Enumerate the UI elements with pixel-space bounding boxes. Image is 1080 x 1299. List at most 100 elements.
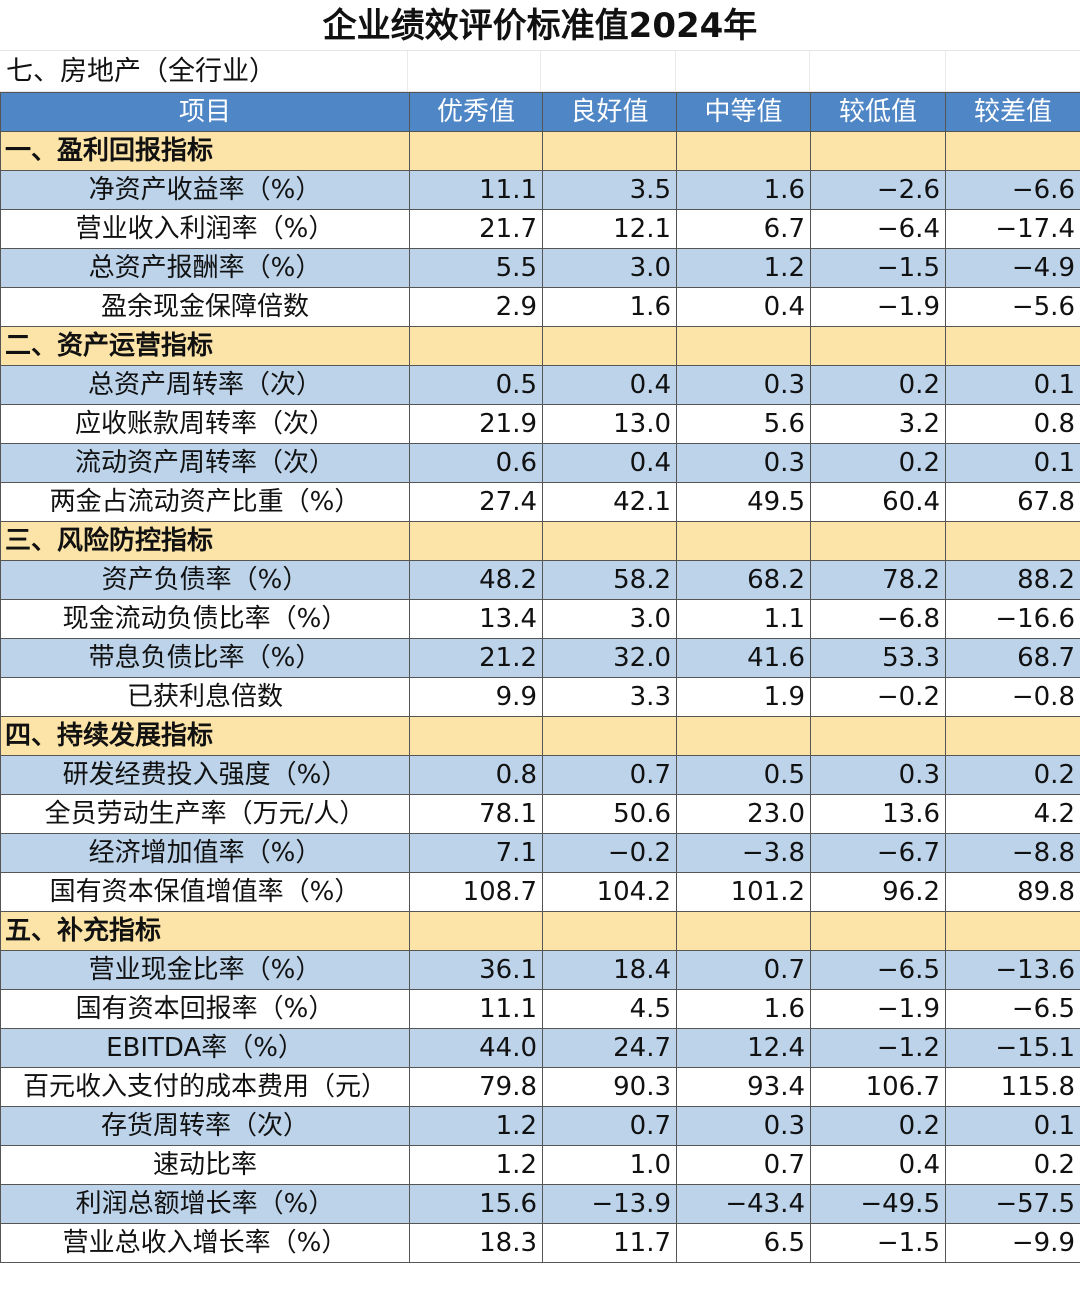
value-cell: 90.3	[542, 1067, 677, 1107]
value-cell: 18.3	[409, 1223, 543, 1263]
value-cell: −9.9	[945, 1223, 1080, 1263]
table-row: 存货周转率（次） 1.2 0.7 0.3 0.2 0.1	[0, 1106, 1080, 1146]
table-row: 速动比率 1.2 1.0 0.7 0.4 0.2	[0, 1145, 1080, 1185]
value-cell: 50.6	[542, 794, 677, 834]
value-cell: 0.4	[810, 1145, 946, 1185]
value-cell: 0.1	[945, 1106, 1080, 1146]
section-empty-cell	[542, 326, 677, 366]
value-cell: 3.3	[542, 677, 677, 717]
section-title: 五、补充指标	[0, 911, 410, 951]
value-cell: −13.6	[945, 950, 1080, 990]
value-cell: 27.4	[409, 482, 543, 522]
indicator-label: 速动比率	[0, 1145, 410, 1185]
indicator-label: 研发经费投入强度（%）	[0, 755, 410, 795]
value-cell: 67.8	[945, 482, 1080, 522]
section-empty-cell	[945, 911, 1080, 951]
table-row: 营业现金比率（%） 36.1 18.4 0.7 −6.5 −13.6	[0, 950, 1080, 990]
value-cell: −6.5	[945, 989, 1080, 1029]
value-cell: 78.2	[810, 560, 946, 600]
section-empty-cell	[676, 716, 811, 756]
indicator-label: 存货周转率（次）	[0, 1106, 410, 1146]
value-cell: 0.8	[945, 404, 1080, 444]
table-row: 已获利息倍数 9.9 3.3 1.9 −0.2 −0.8	[0, 677, 1080, 717]
indicator-label: 盈余现金保障倍数	[0, 287, 410, 327]
value-cell: 5.6	[676, 404, 811, 444]
standards-table: 项目 优秀值 良好值 中等值 较低值 较差值 一、盈利回报指标 净资产收益率（%）…	[0, 92, 1080, 1263]
value-cell: −1.5	[810, 1223, 946, 1263]
indicator-label: 利润总额增长率（%）	[0, 1184, 410, 1224]
value-cell: 68.2	[676, 560, 811, 600]
value-cell: 11.7	[542, 1223, 677, 1263]
section-empty-cell	[409, 131, 543, 171]
value-cell: −16.6	[945, 599, 1080, 639]
table-row: 带息负债比率（%） 21.2 32.0 41.6 53.3 68.7	[0, 638, 1080, 678]
value-cell: 4.2	[945, 794, 1080, 834]
value-cell: 36.1	[409, 950, 543, 990]
value-cell: −6.8	[810, 599, 946, 639]
section-empty-cell	[409, 716, 543, 756]
value-cell: 23.0	[676, 794, 811, 834]
value-cell: 15.6	[409, 1184, 543, 1224]
value-cell: 7.1	[409, 833, 543, 873]
value-cell: 6.7	[676, 209, 811, 249]
section-empty-cell	[542, 131, 677, 171]
value-cell: 0.2	[945, 1145, 1080, 1185]
section-empty-cell	[810, 911, 946, 951]
table-row: 应收账款周转率（次） 21.9 13.0 5.6 3.2 0.8	[0, 404, 1080, 444]
section-title: 三、风险防控指标	[0, 521, 410, 561]
table-row: 现金流动负债比率（%） 13.4 3.0 1.1 −6.8 −16.6	[0, 599, 1080, 639]
value-cell: 3.0	[542, 248, 677, 288]
table-row: EBITDA率（%） 44.0 24.7 12.4 −1.2 −15.1	[0, 1028, 1080, 1068]
table-row: 经济增加值率（%） 7.1 −0.2 −3.8 −6.7 −8.8	[0, 833, 1080, 873]
value-cell: 89.8	[945, 872, 1080, 912]
value-cell: −15.1	[945, 1028, 1080, 1068]
indicator-label: 经济增加值率（%）	[0, 833, 410, 873]
section-empty-cell	[676, 521, 811, 561]
indicator-label: 百元收入支付的成本费用（元）	[0, 1067, 410, 1107]
value-cell: −43.4	[676, 1184, 811, 1224]
value-cell: −0.2	[542, 833, 677, 873]
value-cell: 13.0	[542, 404, 677, 444]
table-row: 百元收入支付的成本费用（元） 79.8 90.3 93.4 106.7 115.8	[0, 1067, 1080, 1107]
value-cell: −8.8	[945, 833, 1080, 873]
value-cell: −57.5	[945, 1184, 1080, 1224]
section-empty-cell	[810, 326, 946, 366]
section-empty-cell	[945, 326, 1080, 366]
table-row: 净资产收益率（%） 11.1 3.5 1.6 −2.6 −6.6	[0, 170, 1080, 210]
section-header-row: 四、持续发展指标	[0, 716, 1080, 756]
table-row: 两金占流动资产比重（%） 27.4 42.1 49.5 60.4 67.8	[0, 482, 1080, 522]
table-row: 营业总收入增长率（%） 18.3 11.7 6.5 −1.5 −9.9	[0, 1223, 1080, 1263]
value-cell: 1.6	[676, 170, 811, 210]
value-cell: 0.3	[676, 1106, 811, 1146]
value-cell: 21.9	[409, 404, 543, 444]
value-cell: 0.3	[810, 755, 946, 795]
section-empty-cell	[409, 521, 543, 561]
value-cell: 60.4	[810, 482, 946, 522]
section-header-row: 三、风险防控指标	[0, 521, 1080, 561]
value-cell: 18.4	[542, 950, 677, 990]
value-cell: 41.6	[676, 638, 811, 678]
table-header-row: 项目 优秀值 良好值 中等值 较低值 较差值	[0, 92, 1080, 132]
value-cell: 44.0	[409, 1028, 543, 1068]
value-cell: 104.2	[542, 872, 677, 912]
indicator-label: 净资产收益率（%）	[0, 170, 410, 210]
value-cell: 0.7	[542, 1106, 677, 1146]
value-cell: 9.9	[409, 677, 543, 717]
value-cell: 1.9	[676, 677, 811, 717]
value-cell: 1.0	[542, 1145, 677, 1185]
header-good: 良好值	[542, 92, 677, 132]
table-row: 营业收入利润率（%） 21.7 12.1 6.7 −6.4 −17.4	[0, 209, 1080, 249]
value-cell: −49.5	[810, 1184, 946, 1224]
value-cell: 3.2	[810, 404, 946, 444]
value-cell: −0.2	[810, 677, 946, 717]
value-cell: 78.1	[409, 794, 543, 834]
value-cell: 6.5	[676, 1223, 811, 1263]
value-cell: 1.6	[676, 989, 811, 1029]
value-cell: 53.3	[810, 638, 946, 678]
value-cell: 21.2	[409, 638, 543, 678]
value-cell: 0.1	[945, 365, 1080, 405]
indicator-label: 国有资本回报率（%）	[0, 989, 410, 1029]
value-cell: 0.2	[810, 365, 946, 405]
value-cell: 24.7	[542, 1028, 677, 1068]
value-cell: 4.5	[542, 989, 677, 1029]
